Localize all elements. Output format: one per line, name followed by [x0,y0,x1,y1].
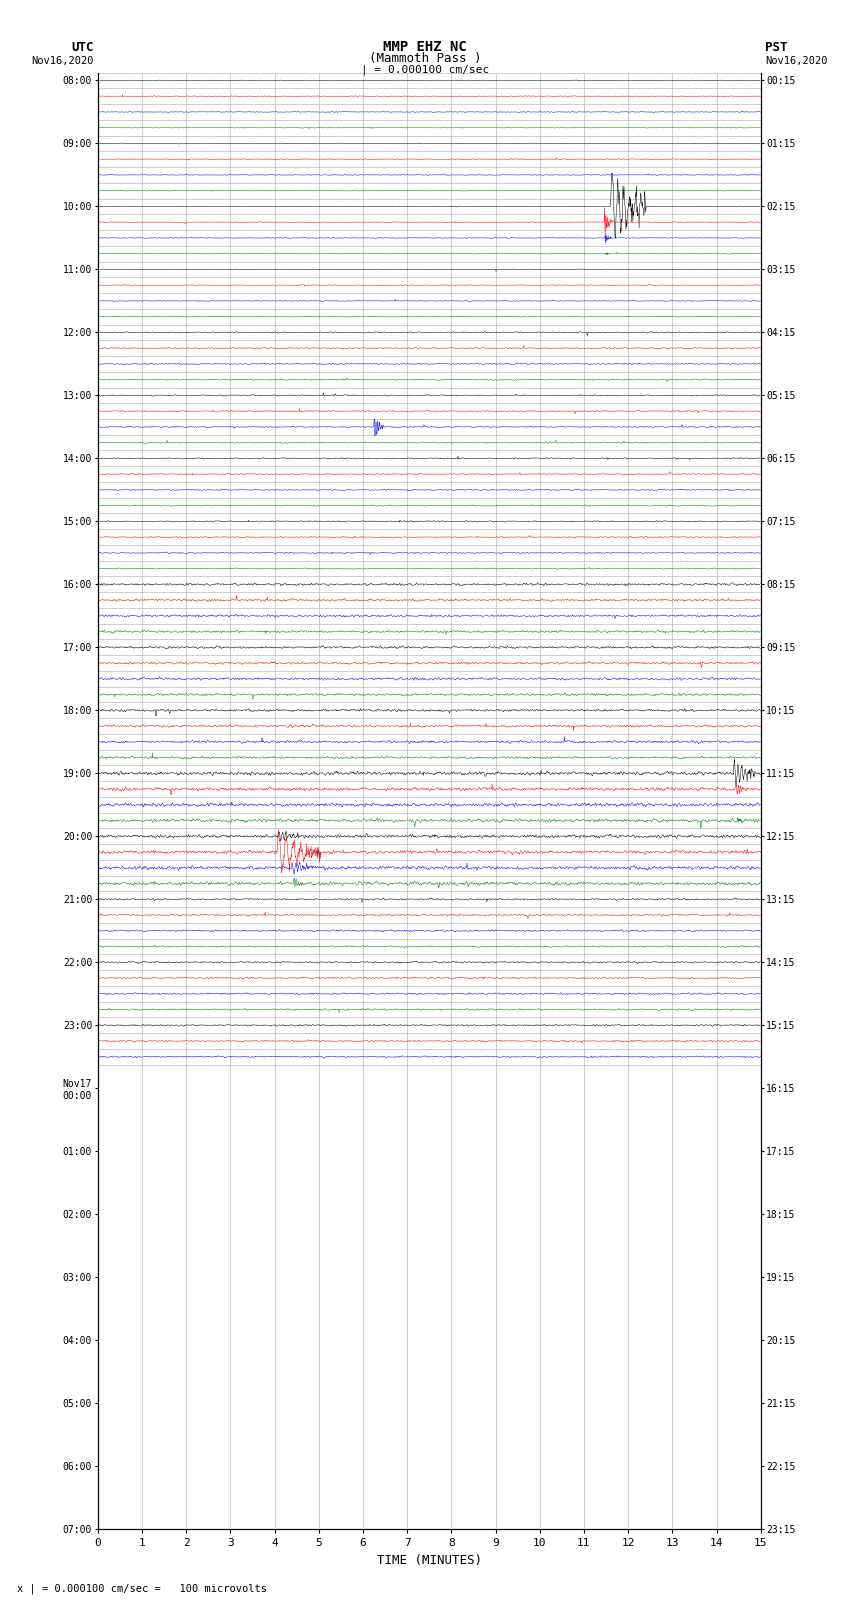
Text: x | = 0.000100 cm/sec =   100 microvolts: x | = 0.000100 cm/sec = 100 microvolts [17,1582,267,1594]
Text: Nov16,2020: Nov16,2020 [31,56,94,66]
Text: (Mammoth Pass ): (Mammoth Pass ) [369,52,481,65]
Text: | = 0.000100 cm/sec: | = 0.000100 cm/sec [361,65,489,76]
Text: PST: PST [765,40,787,53]
Text: Nov16,2020: Nov16,2020 [765,56,828,66]
Text: MMP EHZ NC: MMP EHZ NC [383,40,467,53]
Text: UTC: UTC [71,40,94,53]
X-axis label: TIME (MINUTES): TIME (MINUTES) [377,1553,482,1566]
